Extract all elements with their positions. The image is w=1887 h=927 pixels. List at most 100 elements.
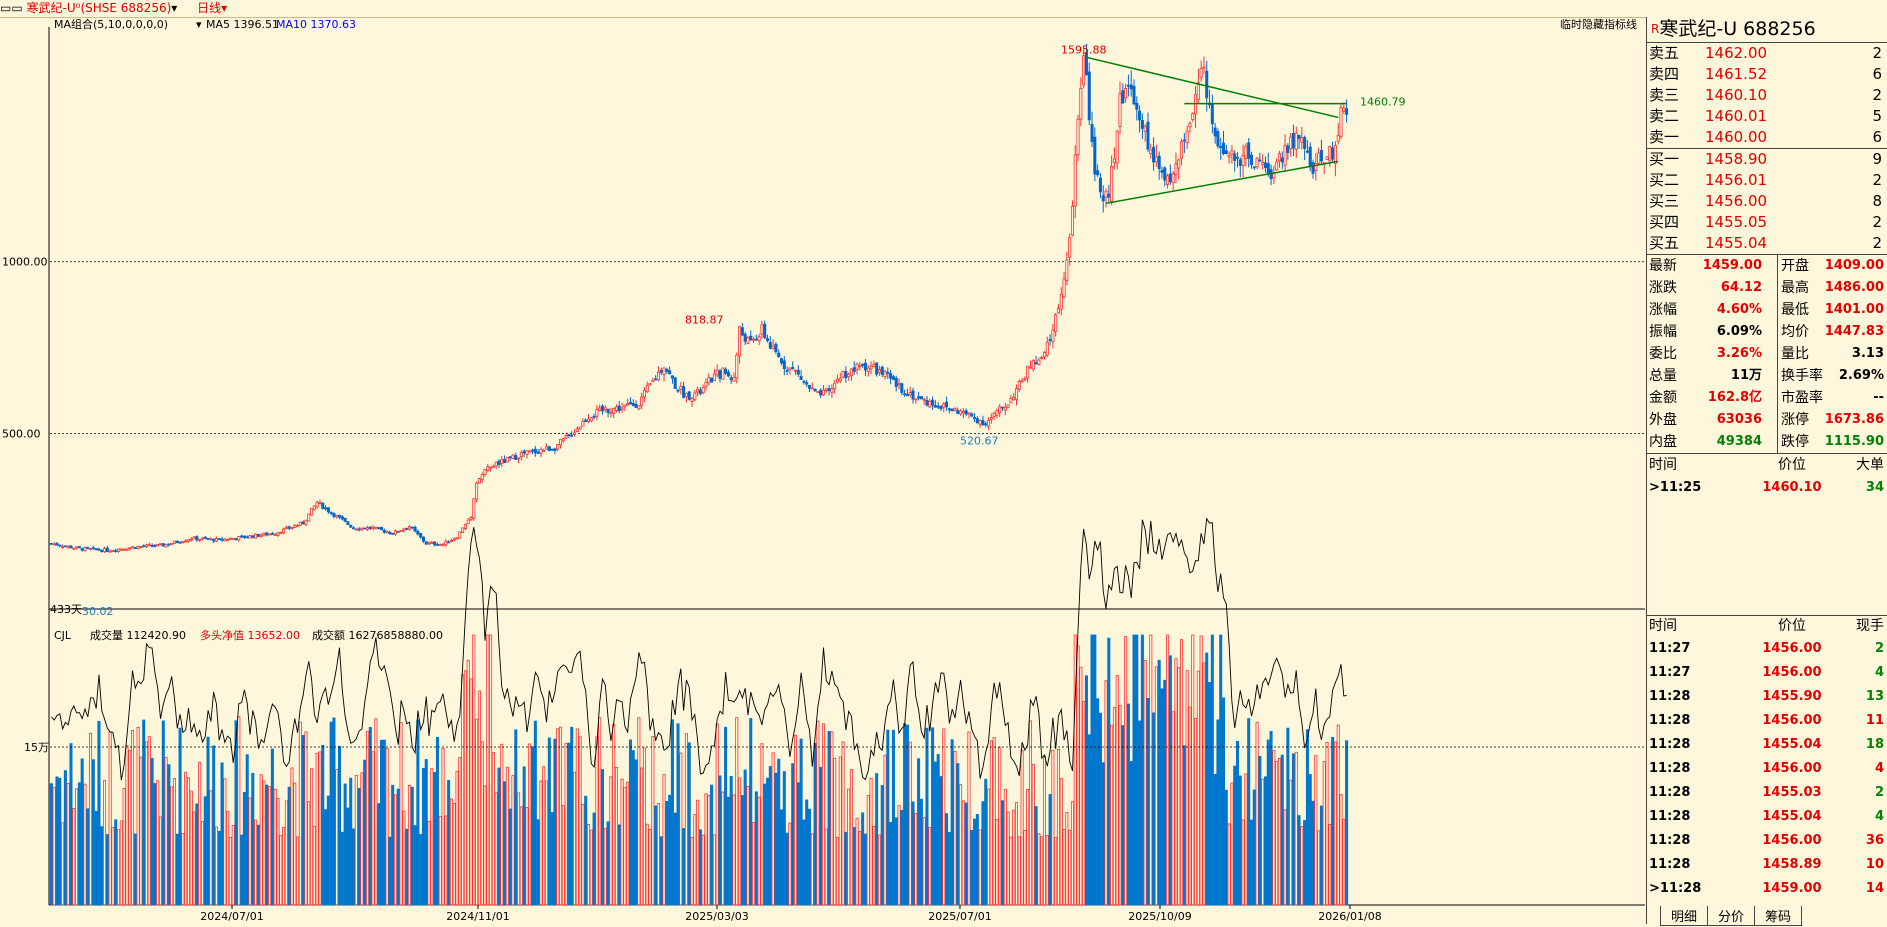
candle <box>1221 142 1226 155</box>
candles[interactable] <box>49 43 1349 553</box>
candle <box>175 540 179 543</box>
candle <box>995 410 999 416</box>
upper-trendline[interactable] <box>1086 56 1339 119</box>
candle <box>967 412 971 415</box>
candle <box>1101 195 1105 202</box>
chevron-down-icon[interactable]: ▾ <box>221 1 228 15</box>
bid-row[interactable]: 买三 1456.00 8 <box>1649 192 1882 210</box>
volume-bar <box>595 736 599 906</box>
tick-row[interactable]: 11:27 1456.00 2 <box>1649 641 1884 656</box>
candle <box>189 538 193 541</box>
tick-row[interactable]: 11:28 1455.90 13 <box>1649 689 1884 704</box>
ask-row[interactable]: 卖三 1460.10 2 <box>1649 86 1882 104</box>
chart-area[interactable]: MA组合(5,10,0,0,0,0) ▾ MA5 1396.51 MA10 1370.… <box>0 17 1645 924</box>
bid-row[interactable]: 买二 1456.01 2 <box>1649 171 1882 189</box>
candle <box>503 459 507 464</box>
tick-header: 时间 价位 现手 <box>1649 618 1884 634</box>
candle <box>181 541 185 544</box>
candle <box>1180 141 1184 159</box>
candle <box>1098 177 1102 193</box>
tick-row[interactable]: 11:27 1456.00 4 <box>1649 665 1884 680</box>
candle <box>172 540 177 544</box>
tick-row[interactable]: >11:28 1459.00 14 <box>1649 881 1884 896</box>
volume-bar <box>886 729 890 906</box>
tick-row[interactable]: 11:28 1455.04 18 <box>1649 737 1884 752</box>
volume-bar <box>1020 749 1024 906</box>
volume-bar <box>1272 750 1276 906</box>
ask-row[interactable]: 卖一 1460.00 6 <box>1649 128 1882 146</box>
candle <box>634 403 638 408</box>
hide-indicator-button[interactable]: 临时隐藏指标线 <box>1560 17 1637 31</box>
lower-trendline[interactable] <box>1105 160 1339 205</box>
candle <box>978 420 982 425</box>
candle <box>1339 107 1343 137</box>
volume-bar <box>1289 779 1293 906</box>
candle <box>237 535 241 541</box>
candle <box>1238 159 1242 166</box>
volume-bar <box>374 718 378 906</box>
volume-bar <box>153 783 157 906</box>
candle <box>581 420 585 427</box>
volume-bar <box>363 759 367 906</box>
candle <box>508 456 512 459</box>
volume-bar <box>1104 680 1108 906</box>
bid-row[interactable]: 买一 1458.90 9 <box>1649 150 1882 168</box>
ask-row[interactable]: 卖四 1461.52 6 <box>1649 65 1882 83</box>
candle <box>964 410 968 415</box>
big-order-row[interactable]: >11:25 1460.10 34 <box>1649 480 1884 495</box>
tick-row[interactable]: 11:28 1455.03 2 <box>1649 785 1884 800</box>
volume-bar <box>1124 636 1128 906</box>
bid-row[interactable]: 买四 1455.05 2 <box>1649 213 1882 231</box>
volume-bar <box>542 766 546 906</box>
menu-icon[interactable]: ▭▭ <box>0 1 23 15</box>
tick-row[interactable]: 11:28 1458.89 10 <box>1649 857 1884 872</box>
candle <box>1079 88 1083 120</box>
volume-bar <box>301 734 305 906</box>
tab-price[interactable]: 分价 <box>1707 906 1756 926</box>
candle <box>279 532 283 535</box>
volume-bar <box>399 722 403 906</box>
volume-bar <box>438 816 442 906</box>
period-selector[interactable]: 日线 <box>197 1 222 15</box>
candle <box>1291 133 1295 149</box>
ma-group-label[interactable]: MA组合(5,10,0,0,0,0) <box>54 17 168 31</box>
candle <box>486 466 490 471</box>
tab-detail[interactable]: 明细 <box>1660 906 1709 926</box>
volume-bar <box>1342 818 1346 906</box>
candle <box>606 408 610 413</box>
tick-row[interactable]: 11:28 1456.00 4 <box>1649 761 1884 776</box>
volume-bar <box>984 778 988 906</box>
volume-bar <box>626 781 630 906</box>
volume-bar <box>802 819 806 906</box>
volume-bar <box>782 771 786 906</box>
tick-row[interactable]: 11:28 1455.04 4 <box>1649 809 1884 824</box>
tick-row[interactable]: 11:28 1456.00 36 <box>1649 833 1884 848</box>
bid-row[interactable]: 买五 1455.04 2 <box>1649 234 1882 252</box>
volume-bar <box>455 771 459 906</box>
stat-row: 总量 11万 换手率 2.69% <box>1647 365 1887 387</box>
volume-bar <box>967 731 971 906</box>
volume-bar <box>1230 782 1234 906</box>
volume-bar <box>696 799 700 906</box>
volume-bar <box>614 767 618 906</box>
volume-bar <box>732 794 736 906</box>
tick-row[interactable]: 11:28 1456.00 11 <box>1649 713 1884 728</box>
volume-bar <box>531 746 535 906</box>
ask-row[interactable]: 卖二 1460.01 5 <box>1649 107 1882 125</box>
candle <box>254 533 258 539</box>
volume-bar <box>284 800 288 906</box>
volume-bar <box>466 659 470 906</box>
candle <box>245 536 249 539</box>
candle <box>125 548 129 551</box>
volume-bar <box>413 825 417 906</box>
volume-bar <box>1037 833 1041 906</box>
volume-bar <box>290 767 294 906</box>
tab-chips[interactable]: 筹码 <box>1754 906 1803 926</box>
volume-bar <box>279 835 283 906</box>
candle <box>715 370 719 376</box>
stock-title[interactable]: 寒武纪-U⁰(SHSE 688256) <box>26 1 172 15</box>
dropdown-icon[interactable]: ▾ <box>171 1 178 15</box>
ask-row[interactable]: 卖五 1462.00 2 <box>1649 44 1882 62</box>
candle <box>710 377 714 383</box>
